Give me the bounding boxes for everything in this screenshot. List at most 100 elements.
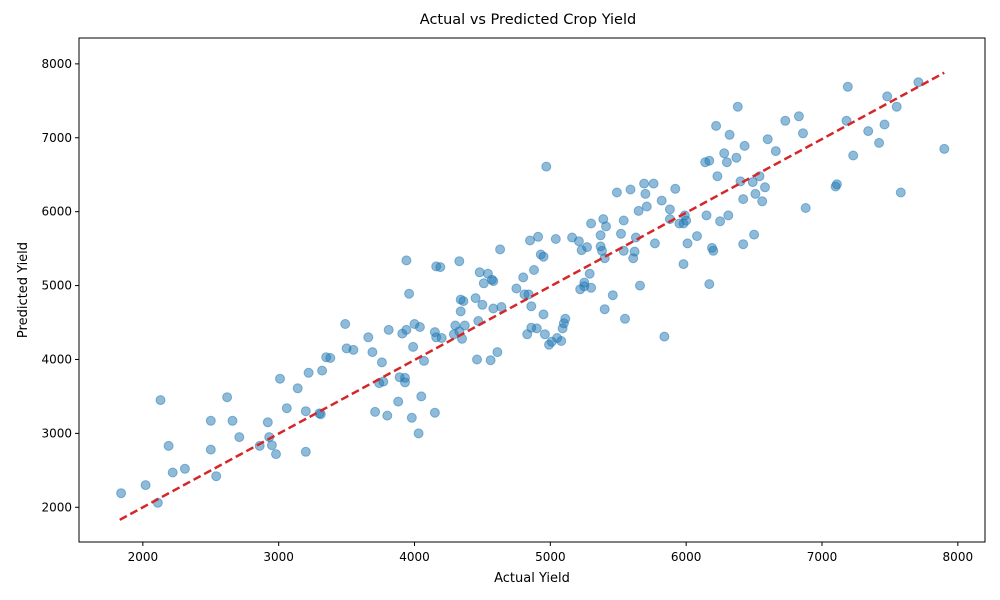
data-point	[712, 171, 723, 182]
data-point	[363, 332, 374, 343]
data-point	[488, 276, 499, 287]
data-point	[378, 376, 389, 387]
data-point	[599, 304, 610, 315]
data-point	[393, 396, 404, 407]
points-layer	[116, 77, 950, 508]
data-point	[205, 444, 216, 455]
data-point	[762, 134, 773, 145]
data-point	[413, 428, 424, 439]
data-point	[303, 367, 314, 378]
data-point	[863, 126, 874, 137]
data-point	[681, 215, 692, 226]
data-point	[325, 353, 336, 363]
data-point	[488, 303, 499, 314]
data-point	[732, 101, 743, 112]
data-point	[140, 480, 151, 491]
data-point	[639, 178, 650, 189]
data-point	[401, 324, 412, 335]
data-point	[678, 259, 689, 270]
chart-title: Actual vs Predicted Crop Yield	[420, 12, 636, 28]
data-point	[721, 157, 732, 168]
data-point	[458, 296, 469, 307]
x-tick-label: 7000	[807, 550, 838, 564]
data-point	[382, 410, 393, 421]
data-point	[495, 244, 506, 255]
data-point	[939, 143, 950, 154]
x-tick-label: 2000	[128, 550, 159, 564]
y-tick-label: 8000	[41, 57, 72, 71]
x-tick-label: 4000	[399, 550, 430, 564]
data-point	[747, 177, 758, 188]
data-point	[556, 336, 567, 346]
data-point	[625, 184, 636, 195]
data-point	[560, 313, 571, 324]
data-point	[292, 383, 303, 394]
data-point	[738, 194, 749, 205]
data-point	[584, 268, 595, 279]
data-point	[429, 407, 440, 418]
data-point	[879, 119, 890, 130]
data-point	[367, 347, 378, 358]
data-point	[383, 324, 394, 335]
data-point	[664, 204, 675, 215]
data-point	[704, 279, 715, 290]
data-point	[640, 188, 651, 199]
x-axis-label: Actual Yield	[494, 571, 570, 586]
data-point	[470, 293, 481, 304]
data-point	[738, 239, 749, 250]
data-point	[167, 467, 178, 478]
data-point	[620, 313, 630, 324]
data-point	[416, 391, 427, 402]
data-point	[670, 183, 681, 194]
data-point	[595, 230, 606, 241]
y-tick-label: 2000	[41, 500, 72, 514]
data-point	[731, 152, 742, 163]
data-point	[406, 412, 417, 423]
data-point	[511, 283, 522, 294]
y-tick-label: 5000	[41, 279, 72, 293]
plot-frame	[78, 37, 986, 543]
data-point	[533, 231, 544, 242]
data-point	[749, 229, 760, 240]
data-point	[234, 432, 245, 443]
data-point	[485, 355, 496, 366]
data-point	[739, 140, 750, 151]
data-point	[408, 341, 419, 352]
data-point	[895, 187, 906, 198]
data-point	[800, 203, 811, 213]
x-tick-label: 5000	[535, 550, 566, 564]
data-point	[477, 299, 488, 310]
data-point	[659, 331, 670, 342]
data-point	[656, 195, 667, 206]
data-point	[913, 77, 924, 88]
data-point	[340, 319, 351, 329]
data-point	[611, 187, 622, 198]
data-point	[633, 205, 644, 216]
data-point	[874, 137, 885, 148]
fit-line	[119, 71, 945, 521]
data-point	[370, 406, 381, 417]
data-point	[692, 231, 702, 242]
data-point	[711, 120, 722, 131]
data-point	[724, 129, 735, 140]
data-point	[474, 267, 485, 278]
data-point	[205, 415, 216, 426]
data-point	[401, 255, 412, 266]
data-point	[831, 179, 842, 190]
data-point	[780, 115, 791, 126]
data-point	[300, 446, 311, 457]
data-point	[841, 115, 852, 126]
data-point	[400, 377, 410, 388]
x-ticks: 2000 3000 4000 5000 6000 7000 8000	[128, 542, 973, 564]
data-point	[648, 178, 659, 189]
data-point	[882, 91, 893, 102]
data-point	[641, 201, 652, 212]
data-point	[435, 262, 446, 273]
data-point	[414, 322, 425, 332]
data-point	[531, 323, 542, 334]
data-point	[404, 288, 415, 299]
data-point	[376, 357, 387, 368]
data-point	[635, 280, 645, 291]
